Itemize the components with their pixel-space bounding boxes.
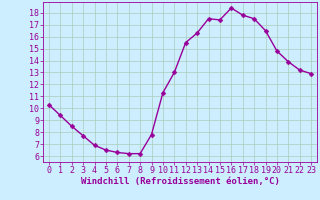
X-axis label: Windchill (Refroidissement éolien,°C): Windchill (Refroidissement éolien,°C) [81, 177, 279, 186]
